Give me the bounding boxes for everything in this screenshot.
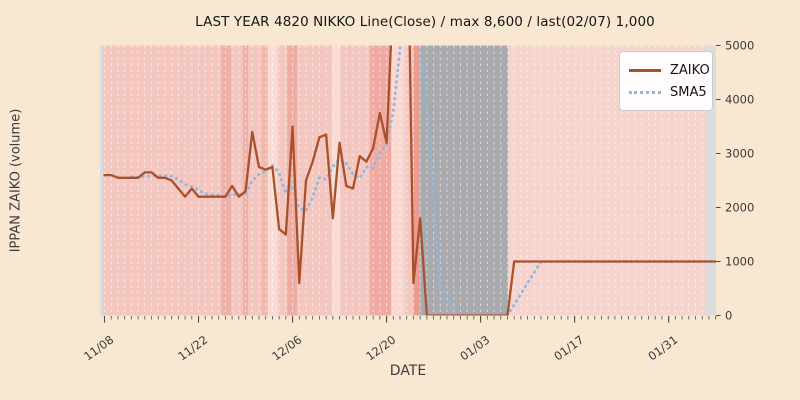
day-band [413, 45, 421, 316]
y-ticks: 0 1000 2000 3000 4000 5000 [716, 39, 754, 323]
y-tick-label: 3000 [725, 147, 754, 161]
y-tick-label: 4000 [725, 93, 754, 107]
day-band [287, 45, 298, 316]
x-tick-label: 11/22 [175, 333, 210, 364]
x-tick-label: 12/20 [363, 333, 398, 364]
sma5-line [129, 45, 716, 316]
legend-entry-sma5: SMA5 [629, 81, 707, 103]
zaiko-line [103, 45, 716, 316]
x-axis-label: DATE [389, 363, 427, 379]
legend: ZAIKO SMA5 [619, 51, 713, 111]
day-band [102, 45, 222, 316]
day-band [391, 45, 405, 316]
legend-entry-zaiko: ZAIKO [629, 59, 710, 81]
day-band [248, 45, 262, 316]
x-tick-label: 12/06 [269, 333, 304, 364]
day-band [242, 45, 249, 316]
y-axis-label: IPPAN ZAIKO (volume) [8, 108, 24, 253]
day-band [369, 45, 392, 316]
x-tick-label: 01/03 [457, 333, 492, 364]
x-tick-label: 11/08 [81, 333, 116, 364]
legend-label: ZAIKO [670, 62, 710, 78]
day-band [297, 45, 333, 316]
sma5-line-sample-icon [629, 90, 661, 94]
day-band [231, 45, 243, 316]
y-tick-label: 1000 [725, 255, 754, 269]
day-band [261, 45, 268, 316]
day-band [221, 45, 232, 316]
zaiko-line-sample-icon [629, 68, 661, 72]
day-band [420, 45, 509, 316]
y-tick-label: 5000 [725, 39, 754, 53]
x-ticks [103, 316, 717, 323]
x-tick-label: 01/31 [645, 333, 680, 364]
legend-label: SMA5 [670, 84, 707, 100]
y-tick-label: 0 [725, 309, 732, 323]
y-tick-label: 2000 [725, 201, 754, 215]
day-band [404, 45, 414, 316]
chart-title: LAST YEAR 4820 NIKKO Line(Close) / max 8… [195, 14, 655, 30]
x-tick-label: 01/17 [551, 333, 586, 364]
